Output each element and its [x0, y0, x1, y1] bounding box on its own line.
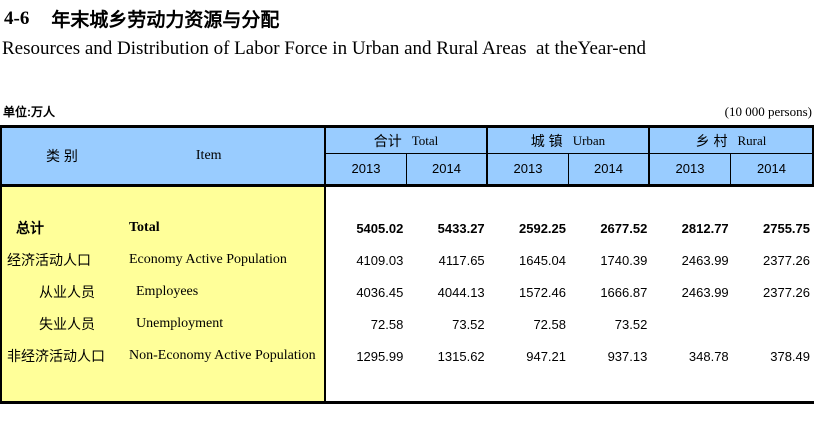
- header-cell-item: 类 别 Item: [2, 128, 326, 184]
- row-label-en: Unemployment: [136, 316, 224, 331]
- year-header-total-2014: 2014: [407, 154, 488, 184]
- header-group-total: 合计 Total: [326, 128, 488, 154]
- cell-value: 2463.99: [681, 252, 729, 268]
- cell-value: 5433.27: [437, 220, 485, 236]
- row-label-zh: 总计: [16, 220, 44, 236]
- header-group-rural: 乡 村 Rural: [650, 128, 812, 154]
- row-label-en: Economy Active Population: [129, 252, 287, 267]
- cell-value: 378.49: [770, 348, 810, 364]
- cell-value: 4109.03: [356, 252, 404, 268]
- table-row-non-economy-active: 1295.99 1315.62 947.21 937.13 348.78 378…: [326, 340, 814, 372]
- item-header-zh: 类 别: [46, 148, 78, 164]
- unit-row: 单位:万人 (10 000 persons): [3, 103, 812, 120]
- year-header-rural-2013: 2013: [650, 154, 731, 184]
- cell-value: 1645.04: [519, 252, 566, 268]
- row-label-non-economy-active: 非经济活动人口 Non-Economy Active Population: [2, 340, 324, 372]
- cell-value: 1295.99: [356, 348, 404, 364]
- cell-value: 2592.25: [519, 220, 566, 236]
- cell-value: 4117.65: [438, 252, 485, 268]
- unit-label-zh: 单位:万人: [3, 105, 55, 119]
- page-title-en: Resources and Distribution of Labor Forc…: [2, 38, 647, 59]
- row-label-unemployment: 失业人员 Unemployment: [2, 308, 324, 340]
- cell-value: 2463.99: [681, 284, 729, 300]
- cell-value: 2377.26: [763, 284, 810, 300]
- item-column: 总计 Total 经济活动人口 Economy Active Populatio…: [2, 187, 326, 401]
- labor-force-table: 类 别 Item 合计 Total 城 镇 Urban 乡 村 Rural 20…: [0, 125, 814, 404]
- table-header: 类 别 Item 合计 Total 城 镇 Urban 乡 村 Rural 20…: [2, 128, 814, 187]
- row-label-en: Non-Economy Active Population: [129, 348, 316, 363]
- row-label-employees: 从业人员 Employees: [2, 276, 324, 308]
- group-urban-zh: 城 镇: [530, 132, 563, 149]
- row-label-en: Employees: [136, 284, 199, 299]
- cell-value: 348.78: [688, 348, 729, 364]
- group-total-zh: 合计: [373, 132, 402, 149]
- row-label-zh: 非经济活动人口: [7, 348, 105, 364]
- cell-value: 2377.26: [763, 252, 810, 268]
- page-title-zh: 年末城乡劳动力资源与分配: [51, 10, 280, 31]
- header-group-urban: 城 镇 Urban: [488, 128, 650, 154]
- cell-value: 72.58: [533, 316, 566, 332]
- cell-value: 72.58: [370, 316, 404, 332]
- year-header-urban-2013: 2013: [488, 154, 569, 184]
- cell-value: 947.21: [526, 348, 566, 364]
- cell-value: 5405.02: [356, 220, 404, 236]
- cell-value: 1572.46: [519, 284, 566, 300]
- group-urban-en: Urban: [572, 132, 606, 148]
- cell-value: 4044.13: [437, 284, 485, 300]
- cell-value: 73.52: [614, 316, 648, 332]
- cell-value: 1740.39: [600, 252, 648, 268]
- table-body: 总计 Total 经济活动人口 Economy Active Populatio…: [2, 187, 814, 401]
- table-row-economy-active: 4109.03 4117.65 1645.04 1740.39 2463.99 …: [326, 244, 814, 276]
- row-label-en: Total: [129, 220, 160, 235]
- group-total-en: Total: [411, 132, 439, 148]
- table-number: 4-6: [4, 7, 30, 29]
- year-header-urban-2014: 2014: [569, 154, 650, 184]
- row-label-zh: 从业人员: [39, 284, 95, 300]
- group-rural-en: Rural: [737, 132, 767, 148]
- unit-label-en: (10 000 persons): [724, 104, 812, 119]
- yearbook-page: 4-6 年末城乡劳动力资源与分配 Resources and Distribut…: [0, 5, 814, 404]
- table-row-total: 5405.02 5433.27 2592.25 2677.52 2812.77 …: [326, 212, 814, 244]
- cell-value: 4036.45: [356, 284, 404, 300]
- cell-value: 73.52: [452, 316, 485, 332]
- cell-value: 1315.62: [437, 348, 485, 364]
- page-title-line: 4-6 年末城乡劳动力资源与分配: [4, 5, 814, 32]
- row-label-zh: 失业人员: [39, 316, 95, 332]
- row-label-economy-active: 经济活动人口 Economy Active Population: [2, 244, 324, 276]
- item-header-en: Item: [195, 148, 222, 163]
- cell-value: 2755.75: [763, 220, 810, 236]
- year-header-total-2013: 2013: [326, 154, 407, 184]
- data-columns: 5405.02 5433.27 2592.25 2677.52 2812.77 …: [326, 187, 814, 401]
- table-row-unemployment: 72.58 73.52 72.58 73.52: [326, 308, 814, 340]
- cell-value: 937.13: [607, 348, 648, 364]
- row-label-total: 总计 Total: [2, 212, 324, 244]
- cell-value: 2677.52: [600, 220, 648, 236]
- year-header-rural-2014: 2014: [757, 161, 786, 176]
- group-rural-zh: 乡 村: [695, 132, 728, 149]
- table-row-employees: 4036.45 4044.13 1572.46 1666.87 2463.99 …: [326, 276, 814, 308]
- cell-value: 1666.87: [600, 284, 648, 300]
- row-label-zh: 经济活动人口: [7, 252, 91, 268]
- cell-value: 2812.77: [681, 220, 729, 236]
